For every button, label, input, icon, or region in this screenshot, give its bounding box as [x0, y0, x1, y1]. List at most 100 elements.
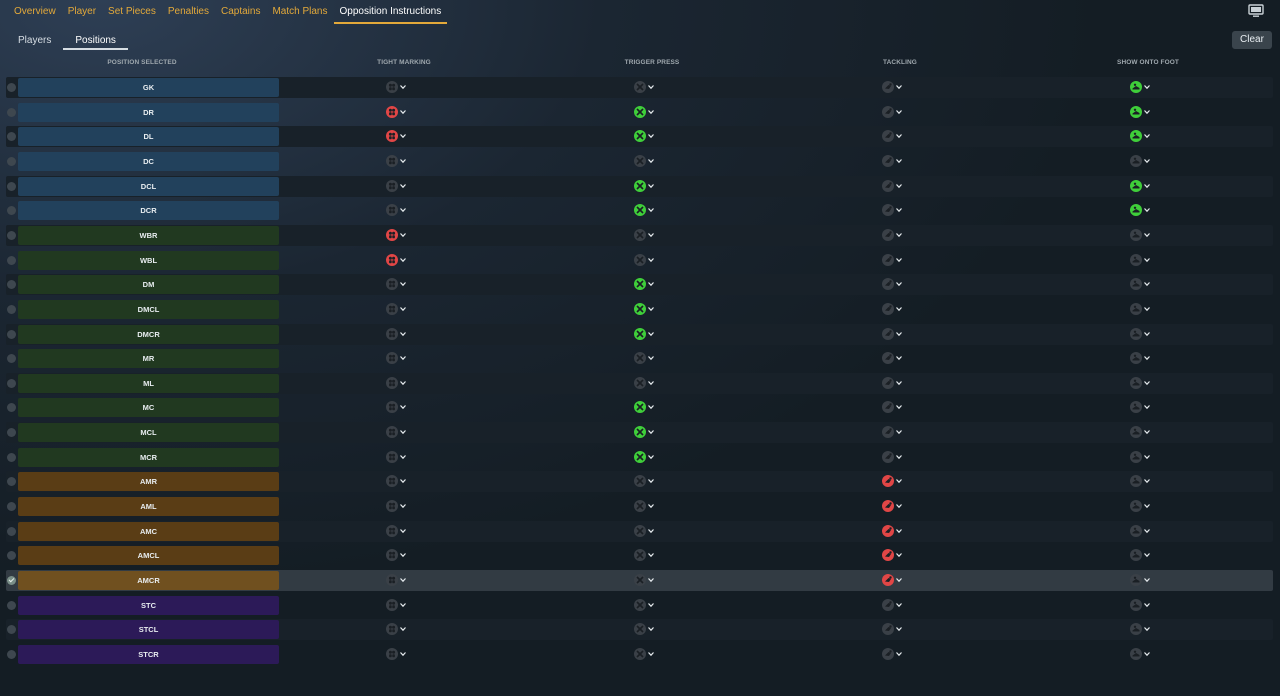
show-onto-foot-dropdown[interactable]	[1130, 203, 1154, 218]
tight-marking-dropdown[interactable]	[386, 203, 410, 218]
trigger-press-dropdown[interactable]	[634, 400, 658, 415]
table-row[interactable]: AMCL	[6, 545, 1273, 566]
subtab-players[interactable]: Players	[18, 35, 52, 46]
table-row[interactable]: MC	[6, 397, 1273, 418]
row-checkbox[interactable]	[7, 255, 16, 265]
row-checkbox[interactable]	[7, 428, 16, 438]
table-row[interactable]: STCL	[6, 619, 1273, 641]
tight-marking-dropdown[interactable]	[386, 425, 410, 440]
show-onto-foot-dropdown[interactable]	[1130, 154, 1154, 169]
row-checkbox[interactable]	[7, 649, 16, 659]
tight-marking-dropdown[interactable]	[386, 450, 410, 465]
show-onto-foot-dropdown[interactable]	[1130, 647, 1154, 662]
show-onto-foot-dropdown[interactable]	[1130, 450, 1154, 465]
tight-marking-dropdown[interactable]	[386, 622, 410, 637]
tight-marking-dropdown[interactable]	[386, 154, 410, 169]
position-label[interactable]: AML	[18, 497, 279, 517]
show-onto-foot-dropdown[interactable]	[1130, 474, 1154, 489]
position-label[interactable]: WBL	[18, 250, 279, 270]
tab-opposition-instructions[interactable]: Opposition Instructions	[333, 0, 448, 24]
position-label[interactable]: WBR	[18, 225, 279, 245]
tackling-dropdown[interactable]	[882, 474, 906, 489]
show-onto-foot-dropdown[interactable]	[1130, 376, 1154, 391]
position-label[interactable]: STCL	[18, 620, 279, 640]
trigger-press-dropdown[interactable]	[634, 203, 658, 218]
tackling-dropdown[interactable]	[882, 105, 906, 120]
table-row[interactable]: DMCL	[6, 299, 1273, 320]
position-label[interactable]: DMCL	[18, 299, 279, 319]
row-checkbox[interactable]	[7, 600, 16, 610]
tab-overview[interactable]: Overview	[14, 6, 56, 17]
tackling-dropdown[interactable]	[882, 499, 906, 514]
position-label[interactable]: DC	[18, 151, 279, 171]
row-checkbox[interactable]	[7, 206, 16, 216]
tight-marking-dropdown[interactable]	[386, 80, 410, 95]
position-label[interactable]: AMR	[18, 472, 279, 492]
tight-marking-dropdown[interactable]	[386, 327, 410, 342]
trigger-press-dropdown[interactable]	[634, 548, 658, 563]
tab-captains[interactable]: Captains	[221, 6, 261, 17]
trigger-press-dropdown[interactable]	[634, 450, 658, 465]
table-row[interactable]: STCR	[6, 644, 1273, 665]
tackling-dropdown[interactable]	[882, 129, 906, 144]
tight-marking-dropdown[interactable]	[386, 228, 410, 243]
header-tackling[interactable]: TACKLING	[883, 59, 917, 66]
row-checkbox[interactable]	[7, 156, 16, 166]
trigger-press-dropdown[interactable]	[634, 425, 658, 440]
trigger-press-dropdown[interactable]	[634, 573, 658, 588]
row-checkbox[interactable]	[7, 107, 16, 117]
tab-set-pieces[interactable]: Set Pieces	[108, 6, 156, 17]
header-trigger-press[interactable]: TRIGGER PRESS	[624, 59, 680, 66]
table-row[interactable]: ML	[6, 372, 1273, 394]
show-onto-foot-dropdown[interactable]	[1130, 80, 1154, 95]
screen-icon[interactable]	[1248, 4, 1264, 18]
position-label[interactable]: AMC	[18, 521, 279, 541]
position-label[interactable]: AMCL	[18, 546, 279, 566]
row-checkbox[interactable]	[7, 452, 16, 462]
tight-marking-dropdown[interactable]	[386, 253, 410, 268]
show-onto-foot-dropdown[interactable]	[1130, 425, 1154, 440]
position-label[interactable]: MC	[18, 398, 279, 418]
header-tight-marking[interactable]: TIGHT MARKING	[377, 59, 431, 66]
row-checkbox[interactable]	[7, 280, 16, 290]
trigger-press-dropdown[interactable]	[634, 154, 658, 169]
row-checkbox[interactable]	[7, 230, 16, 240]
tackling-dropdown[interactable]	[882, 351, 906, 366]
tackling-dropdown[interactable]	[882, 253, 906, 268]
position-label[interactable]: STC	[18, 595, 279, 615]
position-label[interactable]: DM	[18, 275, 279, 295]
tight-marking-dropdown[interactable]	[386, 105, 410, 120]
row-checkbox[interactable]	[7, 329, 16, 339]
table-row[interactable]: AMR	[6, 471, 1273, 493]
row-checkbox[interactable]	[7, 132, 16, 142]
subtab-positions[interactable]: Positions	[63, 32, 128, 50]
trigger-press-dropdown[interactable]	[634, 499, 658, 514]
position-label[interactable]: DCL	[18, 176, 279, 196]
tackling-dropdown[interactable]	[882, 302, 906, 317]
tackling-dropdown[interactable]	[882, 80, 906, 95]
show-onto-foot-dropdown[interactable]	[1130, 302, 1154, 317]
tackling-dropdown[interactable]	[882, 203, 906, 218]
row-checkbox[interactable]	[7, 502, 16, 512]
trigger-press-dropdown[interactable]	[634, 80, 658, 95]
table-row[interactable]: DCR	[6, 200, 1273, 221]
tackling-dropdown[interactable]	[882, 376, 906, 391]
tackling-dropdown[interactable]	[882, 450, 906, 465]
table-row[interactable]: WBL	[6, 250, 1273, 271]
tight-marking-dropdown[interactable]	[386, 499, 410, 514]
trigger-press-dropdown[interactable]	[634, 524, 658, 539]
table-row[interactable]: DMCR	[6, 323, 1273, 345]
position-label[interactable]: DCR	[18, 201, 279, 221]
row-checkbox[interactable]	[7, 403, 16, 413]
trigger-press-dropdown[interactable]	[634, 277, 658, 292]
tight-marking-dropdown[interactable]	[386, 302, 410, 317]
row-checkbox[interactable]	[7, 83, 16, 92]
table-row[interactable]: MCL	[6, 422, 1273, 444]
show-onto-foot-dropdown[interactable]	[1130, 400, 1154, 415]
show-onto-foot-dropdown[interactable]	[1130, 598, 1154, 613]
trigger-press-dropdown[interactable]	[634, 129, 658, 144]
show-onto-foot-dropdown[interactable]	[1130, 228, 1154, 243]
show-onto-foot-dropdown[interactable]	[1130, 277, 1154, 292]
tight-marking-dropdown[interactable]	[386, 474, 410, 489]
table-row[interactable]: WBR	[6, 224, 1273, 246]
